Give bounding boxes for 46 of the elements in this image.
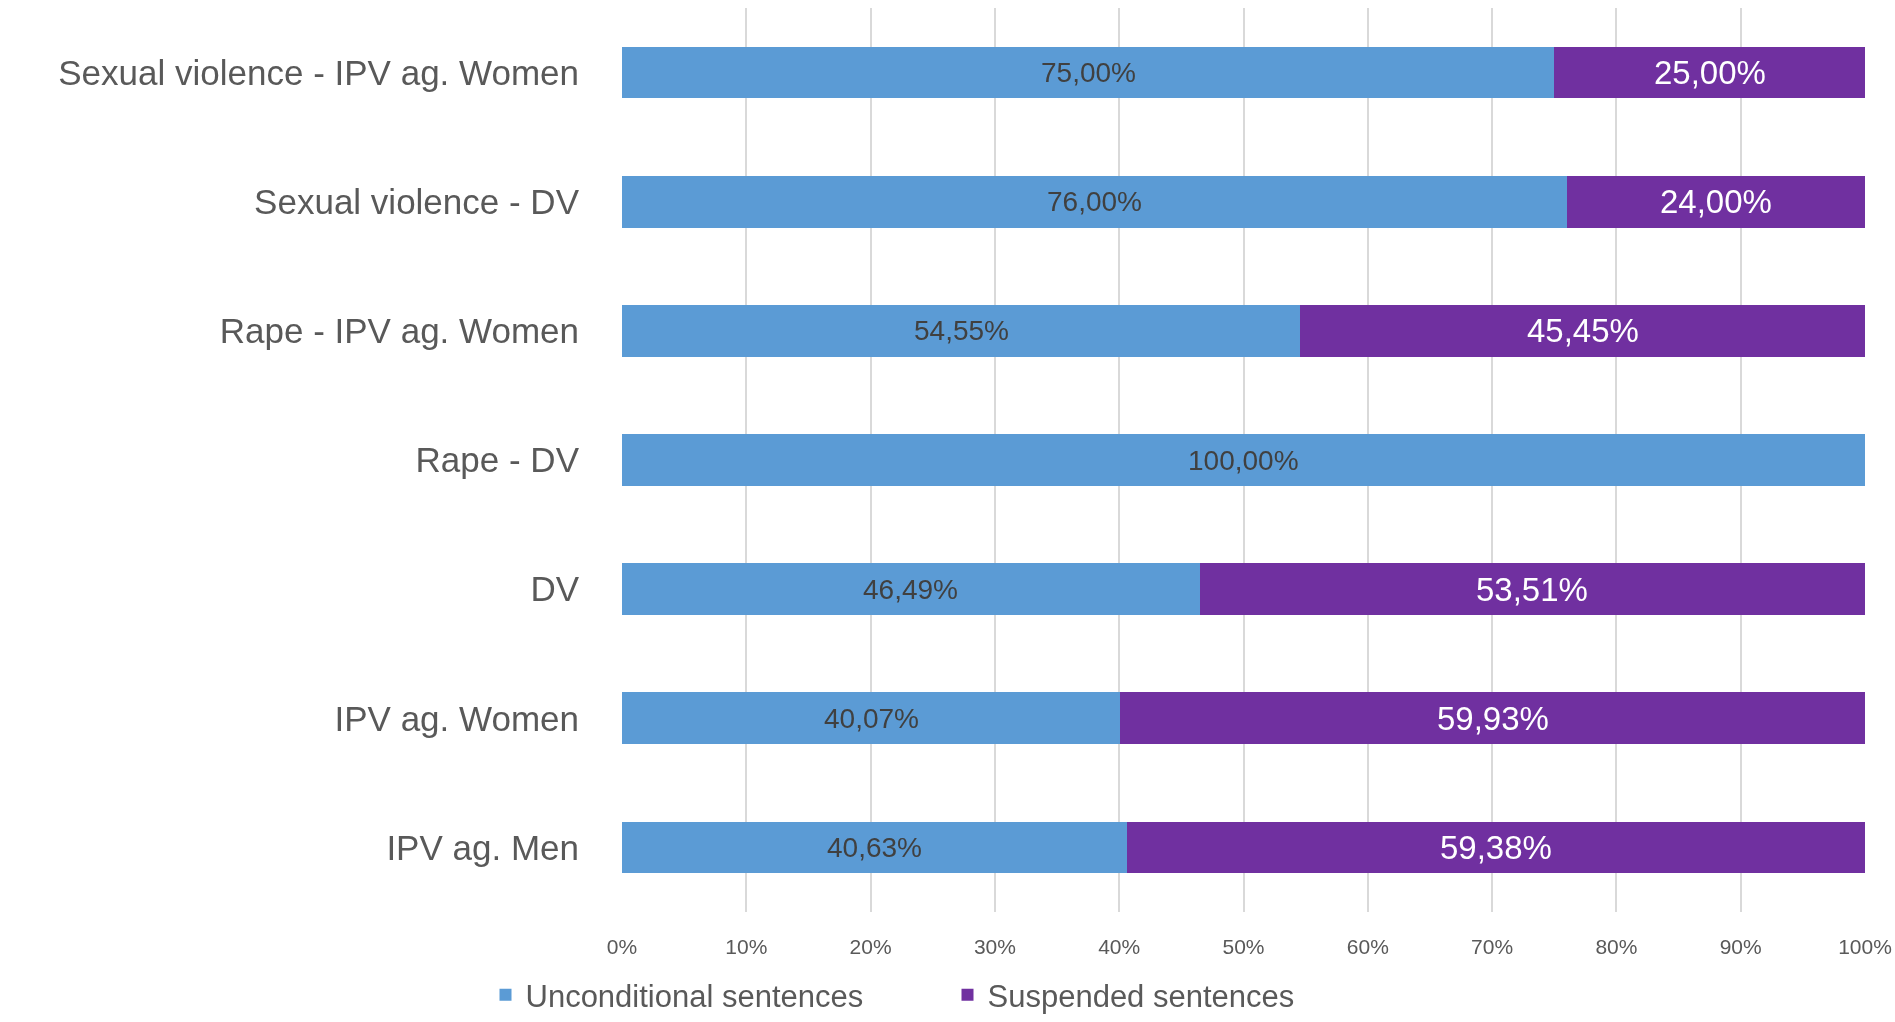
data-label: 53,51% [1476, 571, 1588, 608]
x-tick-label: 0% [606, 935, 638, 958]
bar [1566, 175, 1865, 228]
y-tick-label: IPV ag. Women [334, 698, 579, 738]
data-label: 59,93% [1437, 700, 1549, 737]
bar [622, 821, 1128, 874]
data-label: 75,00% [1041, 57, 1136, 88]
data-label: 59,38% [1440, 829, 1552, 866]
x-tick-label: 70% [1471, 935, 1514, 958]
bar [622, 434, 1865, 486]
x-tick-label: 40% [1098, 935, 1141, 958]
x-tick-label: 10% [725, 935, 768, 958]
x-tick-label: 60% [1346, 935, 1389, 958]
bar [622, 175, 1567, 228]
x-tick-label: 80% [1595, 935, 1638, 958]
y-tick-label: Sexual violence - DV [254, 181, 580, 221]
bar [1120, 692, 1865, 745]
x-tick-label: 50% [1222, 935, 1265, 958]
bar [622, 692, 1121, 745]
x-tick-label: 100% [1838, 935, 1892, 958]
bar [1300, 305, 1865, 357]
data-label: 76,00% [1047, 186, 1142, 217]
data-label: 40,63% [827, 832, 922, 863]
x-tick-label: 20% [849, 935, 892, 958]
bar [622, 46, 1555, 99]
bar [1127, 821, 1865, 874]
bar [1199, 563, 1865, 615]
y-tick-label: Sexual violence - IPV ag. Women [58, 52, 579, 92]
legend-label: Suspended sentences [987, 978, 1295, 1014]
y-tick-label: DV [530, 569, 580, 609]
data-label: 54,55% [914, 315, 1009, 346]
y-tick-label: Rape - DV [415, 440, 580, 480]
data-label: 25,00% [1654, 54, 1766, 91]
bar [622, 563, 1200, 615]
y-tick-label: Rape - IPV ag. Women [219, 311, 579, 351]
data-label: 45,45% [1527, 312, 1639, 349]
legend-label: Unconditional sentences [525, 978, 864, 1014]
data-label: 100,00% [1188, 445, 1299, 476]
data-label: 24,00% [1660, 183, 1772, 220]
data-label: 46,49% [863, 574, 958, 605]
x-tick-label: 90% [1719, 935, 1762, 958]
bar [1554, 46, 1865, 99]
data-label: 40,07% [824, 703, 919, 734]
y-tick-label: IPV ag. Men [386, 827, 579, 867]
bar [622, 305, 1301, 357]
x-tick-label: 30% [973, 935, 1016, 958]
